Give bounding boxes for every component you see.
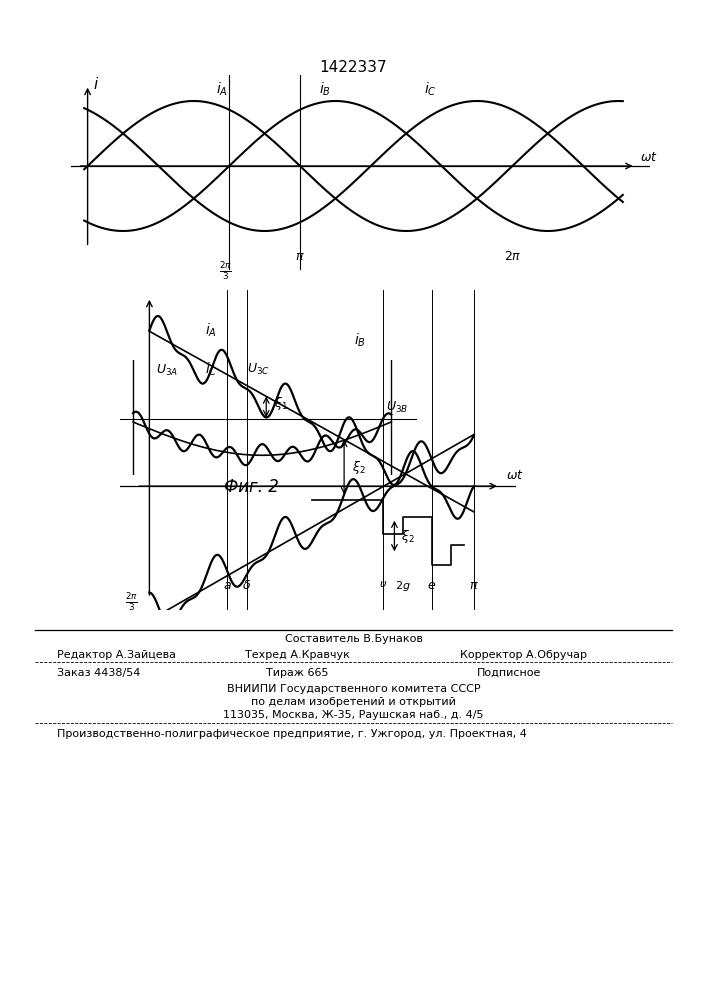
- Text: Корректор А.Обручар: Корректор А.Обручар: [460, 650, 587, 660]
- Text: $e$: $e$: [427, 579, 436, 592]
- Text: Техред А.Кравчук: Техред А.Кравчук: [245, 650, 349, 660]
- Text: $i_B$: $i_B$: [354, 332, 366, 349]
- Text: $\xi_2$: $\xi_2$: [401, 528, 414, 545]
- Text: $\delta$: $\delta$: [243, 579, 251, 592]
- Text: $2g$: $2g$: [395, 579, 410, 593]
- Text: 1422337: 1422337: [320, 60, 387, 75]
- Text: по делам изобретений и открытий: по делам изобретений и открытий: [251, 697, 456, 707]
- Text: $U_{3B}$: $U_{3B}$: [386, 399, 409, 415]
- Text: Составитель В.Бунаков: Составитель В.Бунаков: [284, 634, 423, 644]
- Text: $\pi$: $\pi$: [295, 250, 305, 263]
- Text: $2\pi$: $2\pi$: [503, 250, 521, 263]
- Text: $U_{3C}$: $U_{3C}$: [247, 362, 269, 377]
- Text: $i_C$: $i_C$: [424, 80, 437, 98]
- Text: $\omega t$: $\omega t$: [506, 469, 524, 482]
- Text: $\omega t$: $\omega t$: [640, 151, 658, 164]
- Text: $\frac{2\pi}{3}$: $\frac{2\pi}{3}$: [219, 260, 233, 282]
- Text: $U_{3A}$: $U_{3A}$: [156, 363, 178, 378]
- Text: ВНИИПИ Государственного комитета СССР: ВНИИПИ Государственного комитета СССР: [227, 684, 480, 694]
- Text: $\frac{2\pi}{3}$: $\frac{2\pi}{3}$: [125, 591, 138, 613]
- Text: $\xi_1$: $\xi_1$: [274, 395, 288, 412]
- Text: Заказ 4438/54: Заказ 4438/54: [57, 668, 140, 678]
- Text: $a$: $a$: [223, 579, 232, 592]
- Text: 113035, Москва, Ж-35, Раушская наб., д. 4/5: 113035, Москва, Ж-35, Раушская наб., д. …: [223, 710, 484, 720]
- Text: $i_A$: $i_A$: [204, 322, 216, 339]
- Text: Редактор А.Зайцева: Редактор А.Зайцева: [57, 650, 175, 660]
- Text: $\upsilon$: $\upsilon$: [379, 579, 387, 589]
- Text: $\xi_2$: $\xi_2$: [352, 459, 366, 476]
- Text: $i_A$: $i_A$: [216, 80, 228, 98]
- Text: Фиг. 2: Фиг. 2: [223, 478, 279, 496]
- Text: Подписное: Подписное: [477, 668, 542, 678]
- Text: $i_C$: $i_C$: [206, 360, 218, 378]
- Text: Производственно-полиграфическое предприятие, г. Ужгород, ул. Проектная, 4: Производственно-полиграфическое предприя…: [57, 729, 527, 739]
- Text: $i$: $i$: [93, 76, 99, 92]
- Text: Тираж 665: Тираж 665: [266, 668, 328, 678]
- Text: $\pi$: $\pi$: [469, 579, 479, 592]
- Text: $i_B$: $i_B$: [319, 80, 331, 98]
